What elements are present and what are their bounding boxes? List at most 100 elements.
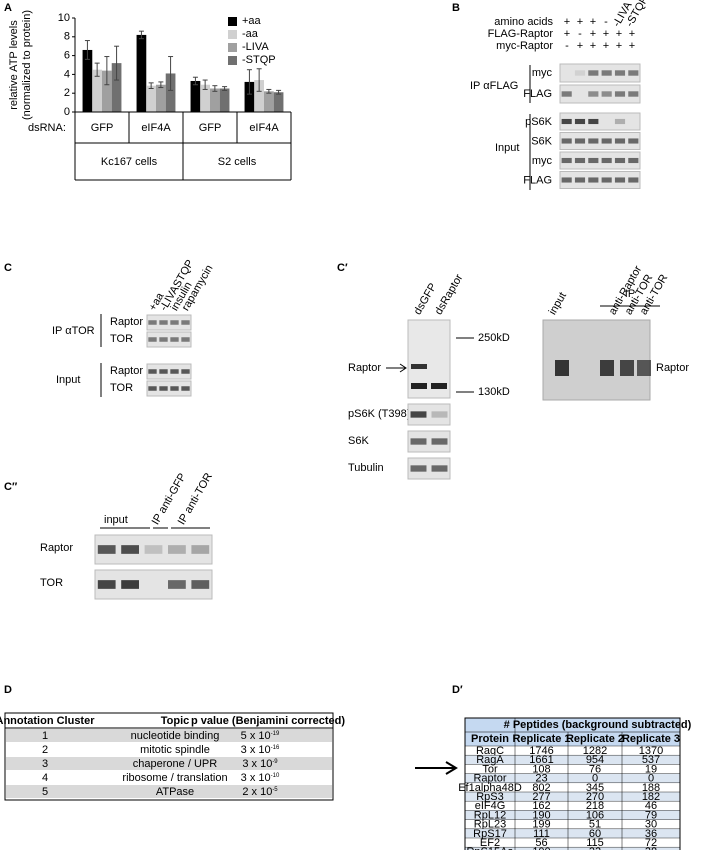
error-bar bbox=[266, 88, 272, 94]
band bbox=[159, 369, 168, 374]
blot bbox=[146, 363, 192, 380]
table-border bbox=[464, 717, 681, 855]
error-bar bbox=[104, 56, 110, 86]
band bbox=[628, 70, 639, 76]
x-tick-label: GFP bbox=[91, 122, 114, 134]
table-cell: Raptor bbox=[473, 773, 506, 785]
table-cell: 46 bbox=[645, 800, 657, 812]
table-cell: 115 bbox=[586, 837, 604, 849]
table-row bbox=[465, 773, 680, 783]
band bbox=[170, 337, 179, 342]
table-cell: 218 bbox=[586, 800, 604, 812]
table-cell: 51 bbox=[589, 819, 601, 831]
band bbox=[628, 157, 639, 164]
band bbox=[148, 320, 157, 325]
group-label: IP αFLAG bbox=[470, 80, 518, 92]
band bbox=[144, 545, 163, 554]
bar bbox=[111, 63, 122, 112]
table-cell: 100 bbox=[532, 846, 550, 850]
table-cell: ribosome / translation bbox=[122, 772, 227, 784]
marker-label: 250kD bbox=[478, 332, 510, 344]
band bbox=[410, 465, 427, 472]
panel-letter: C bbox=[4, 262, 12, 274]
band bbox=[148, 386, 157, 391]
band bbox=[97, 545, 116, 554]
error-bar bbox=[148, 82, 154, 89]
y-tick-label: 4 bbox=[64, 68, 70, 80]
band bbox=[148, 337, 157, 342]
band bbox=[620, 360, 634, 376]
p-base: 3 x 10 bbox=[241, 772, 271, 784]
legend-label: -STQP bbox=[242, 54, 276, 66]
band bbox=[601, 177, 612, 183]
table-cell: 3 x 10-16 bbox=[241, 744, 280, 756]
table-cell: RpL23 bbox=[474, 819, 506, 831]
table-header: Annotation Cluster bbox=[0, 715, 95, 727]
lane-label: + bbox=[629, 40, 635, 52]
y-tick-label: 0 bbox=[64, 106, 70, 118]
band bbox=[561, 118, 572, 125]
band bbox=[601, 70, 612, 76]
y-tick-label: 8 bbox=[64, 31, 70, 43]
band bbox=[600, 360, 614, 376]
table-cell: 4 bbox=[42, 772, 48, 784]
group-label: S2 cells bbox=[218, 156, 257, 168]
p-base: 5 x 10 bbox=[241, 730, 271, 742]
p-exponent: -5 bbox=[272, 787, 278, 793]
blot-label: FLAG bbox=[523, 88, 552, 100]
error-bar bbox=[114, 45, 120, 81]
band bbox=[168, 545, 186, 554]
x-tick-label: eIF4A bbox=[141, 122, 171, 134]
bar bbox=[146, 85, 156, 112]
table-cell: 23 bbox=[535, 773, 547, 785]
blot-label: Raptor bbox=[40, 542, 73, 554]
band bbox=[170, 386, 179, 391]
table-cell: 76 bbox=[589, 763, 601, 775]
band bbox=[574, 177, 586, 183]
blot-label: Raptor bbox=[110, 365, 143, 377]
legend-swatch bbox=[228, 43, 237, 52]
band bbox=[614, 157, 626, 164]
band bbox=[191, 580, 210, 589]
lane-label: - bbox=[578, 28, 582, 40]
band bbox=[561, 157, 572, 164]
p-base: 3 x 10 bbox=[242, 758, 272, 770]
bar bbox=[219, 88, 230, 112]
blot-label: TOR bbox=[110, 382, 133, 394]
error-bar bbox=[192, 76, 198, 86]
table-cell: chaperone / UPR bbox=[133, 758, 217, 770]
table-row bbox=[465, 755, 680, 765]
legend-label: -aa bbox=[242, 28, 259, 40]
error-bar bbox=[158, 81, 164, 89]
band bbox=[191, 545, 210, 554]
table-cell: 0 bbox=[592, 773, 598, 785]
table-cell: 1746 bbox=[529, 745, 553, 757]
blot-label: FLAG bbox=[523, 174, 552, 186]
p-base: 2 x 10 bbox=[242, 786, 272, 798]
band bbox=[431, 465, 448, 472]
table-header: Topic bbox=[161, 715, 190, 727]
table-cell: 2 bbox=[42, 744, 48, 756]
p-base: 3 x 10 bbox=[241, 744, 271, 756]
table-cell: RagC bbox=[476, 745, 504, 757]
blot bbox=[146, 314, 192, 331]
table-cell: 188 bbox=[642, 782, 660, 794]
blot-label: pS6K bbox=[525, 116, 553, 128]
table-cell: 60 bbox=[589, 828, 601, 840]
band bbox=[574, 70, 586, 76]
row-label: myc-Raptor bbox=[496, 40, 553, 52]
error-bar bbox=[246, 69, 252, 95]
blot-label: TOR bbox=[40, 577, 63, 589]
band bbox=[431, 411, 448, 418]
bar bbox=[82, 49, 93, 112]
blot bbox=[407, 457, 451, 480]
bar bbox=[156, 84, 166, 112]
table-cell: RpS15Aa bbox=[466, 846, 514, 850]
band bbox=[159, 337, 168, 342]
band bbox=[574, 138, 586, 144]
error-bar bbox=[84, 40, 90, 60]
band bbox=[181, 320, 190, 325]
group-label: Kc167 cells bbox=[101, 156, 158, 168]
table-cell: 190 bbox=[532, 809, 550, 821]
